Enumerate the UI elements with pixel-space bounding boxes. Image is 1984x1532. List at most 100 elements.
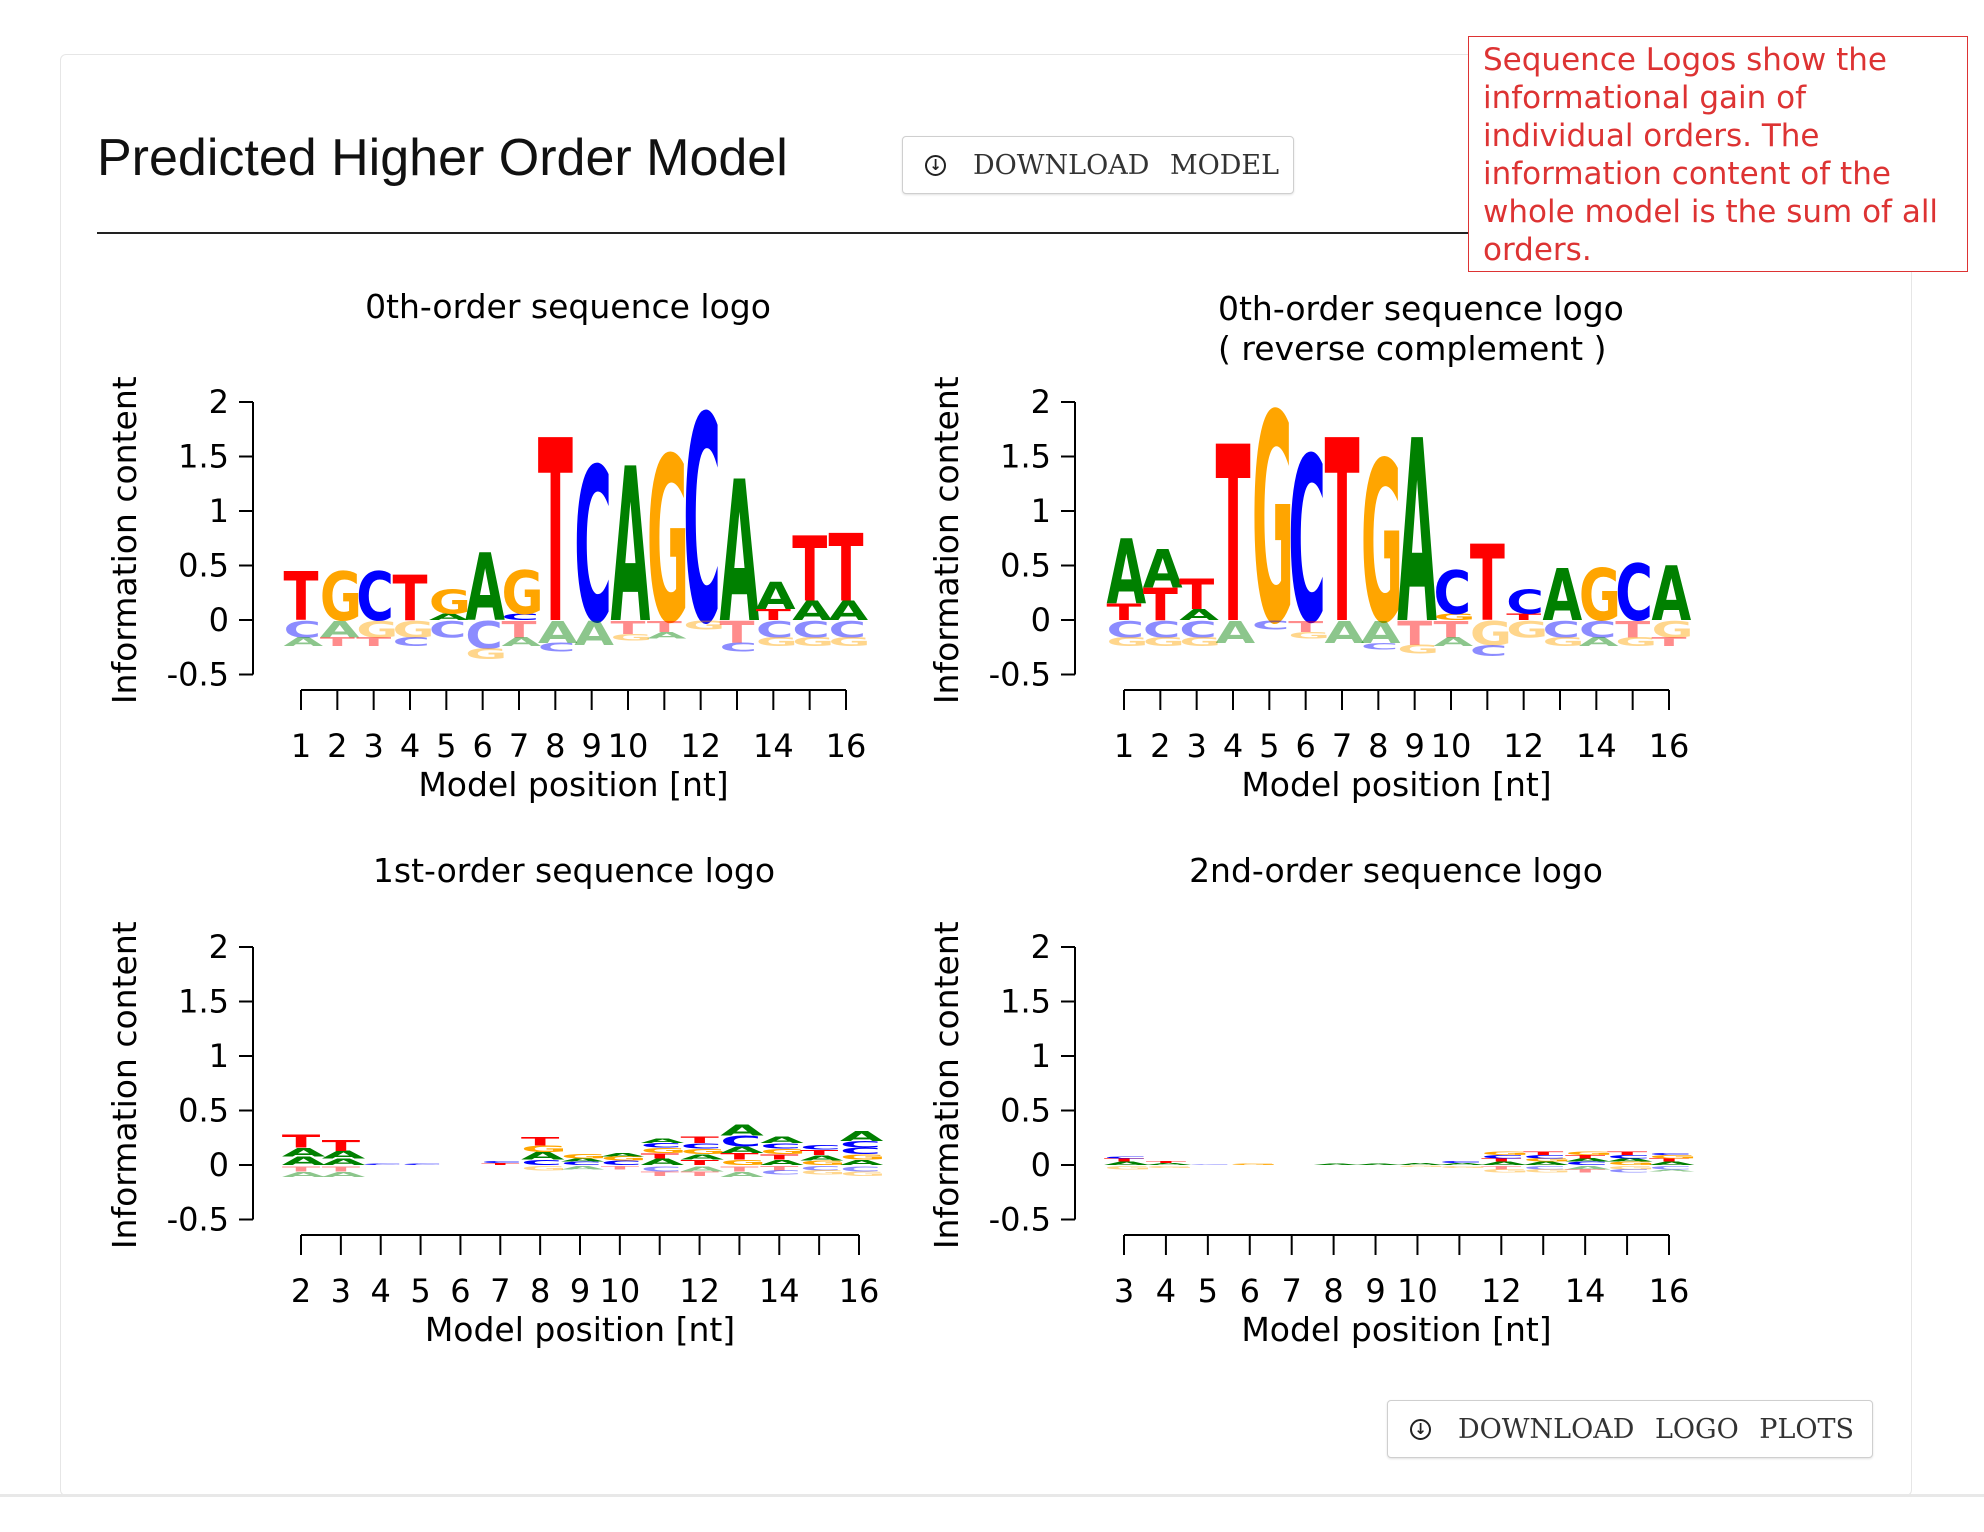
logo-letter-T: T (1216, 397, 1251, 678)
logo-letter-glyph: T (680, 1170, 719, 1177)
x-tick-label: 5 (1198, 1272, 1218, 1310)
logo-letter-C: C (1481, 1154, 1524, 1159)
logo-letter-glyph: C (561, 1161, 602, 1166)
x-tick-label: 7 (490, 1272, 510, 1310)
logo-letter-glyph: G (393, 617, 435, 643)
logo-letter-glyph: A (1439, 1162, 1486, 1165)
logo-letter-A: A (1146, 1162, 1193, 1165)
logo-letter-glyph: C (840, 1140, 881, 1150)
x-tick-label: 7 (1282, 1272, 1302, 1310)
y-tick-label: 0 (209, 601, 229, 639)
logo-letter-glyph: C (1104, 1156, 1147, 1159)
download-logo-plots-label: DOWNLOAD LOGO PLOTS (1458, 1413, 1855, 1445)
logo-letter-glyph: C (1649, 1165, 1692, 1170)
logo-letter-glyph: A (1143, 540, 1183, 601)
logo-letter-glyph: A (1313, 1164, 1360, 1166)
logo-letter-glyph: G (601, 1155, 647, 1162)
logo-letter-T: T (1288, 618, 1323, 635)
logo-letter-glyph: T (1146, 1160, 1187, 1163)
logo-letter-glyph: T (322, 1137, 360, 1154)
logo-letter-glyph: T (502, 617, 537, 643)
logo-letter-glyph: T (760, 1153, 799, 1162)
logo-letter-G: G (1579, 553, 1621, 637)
logo-letter-glyph: T (601, 1165, 639, 1170)
logo-letter-G: G (393, 617, 435, 643)
x-tick-label: 6 (1295, 727, 1315, 765)
logo-letter-glyph: C (1523, 1154, 1566, 1159)
logo-letter-glyph: A (502, 635, 542, 649)
logo-letter-G: G (601, 1155, 647, 1162)
logo-letter-G: G (356, 617, 398, 643)
x-tick-label: 3 (331, 1272, 351, 1310)
logo-letter-glyph: C (1107, 617, 1145, 643)
logo-letter-glyph: G (521, 1144, 567, 1154)
logo-letter-G: G (429, 584, 471, 622)
logo-letter-glyph: T (1565, 1168, 1606, 1173)
y-tick-label: 0 (209, 1146, 229, 1184)
x-axis-label: Model position [nt] (1241, 765, 1551, 804)
x-tick-label: 4 (1223, 727, 1243, 765)
logo-letter-C: C (465, 613, 503, 657)
logo-letter-glyph: G (1146, 1165, 1195, 1168)
logo-letter-C: C (481, 1160, 522, 1163)
logo-letter-glyph: A (1649, 1161, 1696, 1166)
logo-letter-glyph: A (574, 615, 614, 653)
logo-letter-C: C (1188, 1164, 1231, 1165)
logo-letter-G: G (1481, 1151, 1530, 1156)
logo-letter-A: A (1543, 553, 1583, 637)
logo-letter-A: A (322, 1149, 366, 1161)
logo-letter-glyph: A (720, 441, 760, 667)
logo-letter-glyph: A (1179, 606, 1220, 623)
logo-letter-glyph: A (282, 1170, 326, 1179)
logo-letter-G: G (611, 632, 653, 642)
logo-letter-glyph: A (1146, 1162, 1193, 1165)
logo-letter-glyph: G (1523, 1168, 1572, 1173)
logo-letter-glyph: C (393, 635, 431, 649)
logo-letter-glyph: C (641, 1142, 682, 1149)
logo-letter-A: A (840, 1158, 884, 1167)
logo-letter-glyph: T (282, 1165, 321, 1174)
logo-letter-glyph: C (521, 1158, 562, 1167)
y-tick-label: 1 (1031, 1037, 1051, 1075)
logo-letter-A: A (720, 1170, 764, 1179)
logo-letter-C: C (1523, 1154, 1566, 1159)
x-tick-label: 4 (1156, 1272, 1176, 1310)
logo-letter-T: T (601, 1165, 639, 1170)
logo-letter-glyph: G (683, 618, 725, 632)
y-axis-label: Information content (105, 376, 144, 704)
logo-letter-A: A (1649, 1169, 1696, 1172)
logo-letter-glyph: C (1252, 618, 1290, 632)
x-tick-label: 3 (1186, 727, 1206, 765)
logo-letter-A: A (320, 617, 360, 643)
logo-letter-C: C (1288, 409, 1326, 674)
logo-letter-glyph: A (647, 630, 687, 640)
logo-letter-glyph: C (1543, 617, 1581, 643)
logo-letter-glyph: C (720, 1133, 761, 1150)
logo-letter-glyph: C (1481, 1154, 1524, 1159)
logo-letter-glyph: A (1325, 615, 1365, 650)
logo-letter-G: G (720, 1158, 766, 1167)
logo-letter-C: C (538, 640, 576, 654)
y-tick-label: -0.5 (167, 1201, 229, 1239)
logo-letter-A: A (561, 1165, 605, 1170)
logo-letter-A: A (1439, 1162, 1486, 1165)
download-model-button[interactable]: ↓ DOWNLOAD MODEL (902, 136, 1294, 194)
logo-letter-A: A (429, 612, 469, 622)
logo-letter-glyph: A (282, 1154, 326, 1168)
logo-letter-glyph: G (1252, 354, 1294, 688)
download-logo-plots-button[interactable]: ↓ DOWNLOAD LOGO PLOTS (1387, 1400, 1873, 1458)
x-tick-label: 6 (1240, 1272, 1260, 1310)
logo-letter-glyph: T (322, 1165, 361, 1174)
logo-letter-glyph: G (1143, 635, 1185, 649)
logo-letter-C: C (362, 1164, 403, 1166)
logo-letter-glyph: A (1543, 553, 1583, 637)
logo-letter-T: T (1523, 1151, 1564, 1156)
logo-letter-glyph: T (538, 387, 573, 679)
y-tick-label: 1.5 (178, 438, 229, 476)
logo-letter-glyph: G (1649, 1154, 1698, 1159)
logo-letter-glyph: C (829, 617, 867, 643)
logo-letter-glyph: C (1188, 1164, 1231, 1165)
footer-divider (0, 1494, 1984, 1497)
logo-letter-G: G (1146, 1165, 1195, 1168)
logo-letter-C: C (840, 1140, 881, 1150)
